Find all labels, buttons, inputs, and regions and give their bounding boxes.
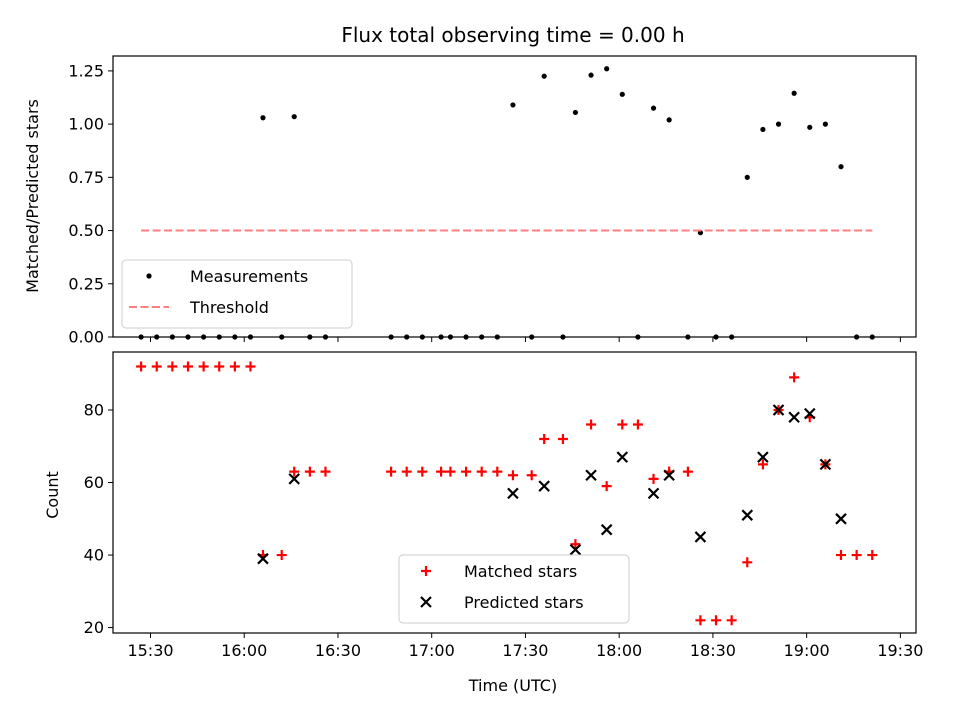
top-y-tick-label-3: 0.75 [68,168,104,187]
measurement-point-36 [745,175,750,180]
x-tick-label-4: 17:30 [502,641,548,660]
measurement-point-28 [620,92,625,97]
bottom-y-axis-label: Count [43,471,62,519]
measurement-point-21 [510,102,515,107]
x-tick-label-5: 18:00 [596,641,642,660]
measurement-point-26 [588,73,593,78]
top-y-axis-label: Matched/Predicted stars [23,99,42,293]
x-tick-label-7: 19:00 [784,641,830,660]
bottom-legend-label-0: Matched stars [464,562,577,581]
measurement-point-31 [667,117,672,122]
bottom-y-tick-label-2: 60 [84,473,104,492]
top-y-tick-label-5: 1.25 [68,61,104,80]
legend-measurements-marker [146,273,151,278]
x-tick-label-1: 16:00 [221,641,267,660]
measurement-point-25 [573,110,578,115]
measurement-point-40 [807,125,812,130]
top-y-tick-label-2: 0.50 [68,221,104,240]
bottom-y-tick-label-0: 20 [84,618,104,637]
bottom-y-tick-label-3: 80 [84,401,104,420]
measurement-point-23 [542,74,547,79]
bottom-legend: Matched stars Predicted stars [399,555,629,623]
measurement-point-38 [776,122,781,127]
measurement-point-42 [838,164,843,169]
measurement-point-37 [760,127,765,132]
x-axis-label: Time (UTC) [468,676,557,695]
top-chart-title: Flux total observing time = 0.00 h [341,23,684,47]
top-y-tick-label-4: 1.00 [68,115,104,134]
measurement-point-10 [292,114,297,119]
x-tick-label-2: 16:30 [315,641,361,660]
measurement-point-39 [792,91,797,96]
figure: Flux total observing time = 0.00 h 0.00 0… [0,0,960,720]
x-tick-label-0: 15:30 [127,641,173,660]
bottom-y-tick-label-1: 40 [84,546,104,565]
top-legend-label-0: Measurements [190,267,308,286]
measurement-point-30 [651,106,656,111]
top-y-tick-label-0: 0.00 [68,328,104,347]
x-tick-label-6: 18:30 [690,641,736,660]
x-tick-label-3: 17:00 [409,641,455,660]
bottom-legend-label-1: Predicted stars [464,593,584,612]
top-legend: Measurements Threshold [122,260,352,328]
top-y-tick-label-1: 0.25 [68,274,104,293]
measurement-point-8 [260,115,265,120]
measurement-point-41 [823,122,828,127]
measurement-point-27 [604,66,609,71]
top-legend-label-1: Threshold [189,298,269,317]
x-tick-label-8: 19:30 [877,641,923,660]
